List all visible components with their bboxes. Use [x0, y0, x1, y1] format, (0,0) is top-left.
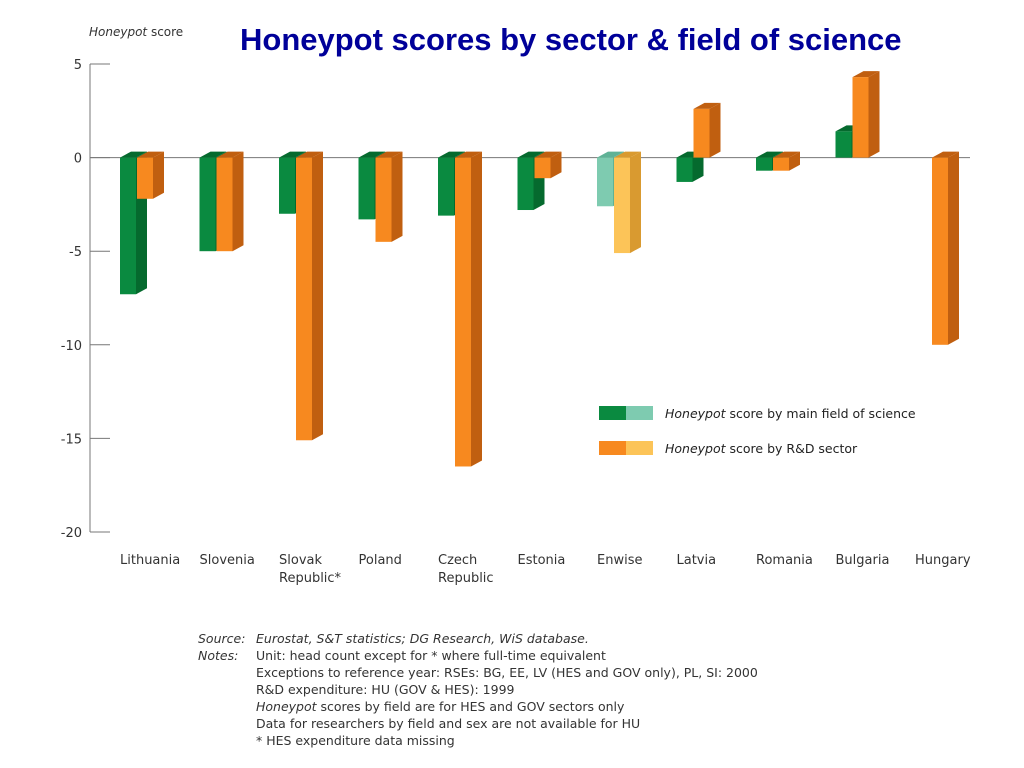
source-key: Source: [198, 631, 246, 646]
legend-label: Honeypot score by R&D sector [665, 441, 858, 456]
y-tick-label: 5 [74, 58, 82, 73]
y-tick-label: -15 [61, 432, 82, 447]
sector-bar-top [455, 151, 482, 158]
sector-bar-side [471, 151, 482, 467]
sector-bar-side [709, 102, 721, 158]
sector-bar-side [789, 151, 800, 171]
note-line-3: R&D expenditure: HU (GOV & HES): 1999 [256, 682, 515, 697]
sector-bar-top [773, 151, 800, 158]
sector-bar-top [852, 71, 880, 78]
sector-bar [932, 157, 948, 345]
sector-bar-side [232, 151, 244, 252]
sector-bar [137, 157, 153, 199]
field-bar [358, 157, 375, 220]
sector-bar-top [932, 151, 959, 158]
sector-bar-side [948, 151, 959, 345]
sector-bar [216, 157, 233, 252]
x-tick-label: Latvia [677, 553, 717, 568]
legend-swatch-light [626, 441, 653, 455]
field-bar [756, 157, 772, 171]
sector-bar [455, 157, 471, 467]
field-bar [676, 157, 693, 182]
field-bar [517, 157, 534, 211]
legend-label: Honeypot score by main field of science [665, 406, 916, 421]
legend-swatch [599, 406, 626, 420]
note-line-4-rest: scores by field are for HES and GOV sect… [316, 699, 625, 714]
sector-bar [614, 157, 630, 254]
sector-bar-side [391, 151, 403, 242]
sector-bar-top [296, 151, 323, 158]
note-line-1: Unit: head count except for * where full… [256, 648, 606, 663]
note-line-6: * HES expenditure data missing [256, 733, 455, 748]
sector-bar-side [153, 151, 164, 199]
x-tick-label: Slovenia [200, 553, 255, 568]
note-line-5: Data for researchers by field and sex ar… [256, 716, 641, 731]
field-bar [199, 157, 216, 252]
field-bar-top [597, 151, 624, 158]
sector-bar-side [312, 151, 323, 441]
sector-bar [693, 108, 710, 158]
field-bar-top [517, 151, 545, 158]
sector-bar-top [137, 151, 164, 158]
sector-bar-side [550, 151, 562, 179]
x-tick-label: Czech Republic [438, 553, 494, 586]
x-tick-label: Poland [359, 553, 402, 568]
note-line-4: Honeypot scores by field are for HES and… [256, 698, 758, 715]
sector-bar-top [614, 151, 641, 158]
sector-bar [773, 157, 789, 171]
sector-bar [375, 157, 392, 242]
y-tick-label: -20 [61, 526, 82, 541]
field-bar [438, 157, 454, 216]
x-tick-label: Bulgaria [836, 553, 890, 568]
sector-bar-top [375, 151, 403, 158]
field-bar-top [358, 151, 386, 158]
source-text: Eurostat, S&T statistics; DG Research, W… [256, 631, 589, 646]
sector-bar-top [534, 151, 562, 158]
slide-title: Honeypot scores by sector & field of sci… [240, 22, 902, 57]
field-bar [835, 131, 852, 158]
x-tick-label: Romania [756, 553, 813, 568]
y-axis-label: Honeypot score [89, 25, 183, 39]
honeypot-bar-chart: Honeypot score 5 0 -5 -10 -15 -20 Lithuania Slov… [61, 25, 971, 586]
field-bar-top [438, 151, 465, 158]
x-tick-label: Estonia [518, 553, 566, 568]
sector-bar-side [868, 71, 880, 158]
sector-bar [296, 157, 312, 441]
chart-notes: Source: Eurostat, S&T statistics; DG Res… [198, 630, 758, 749]
y-tick-label: -5 [69, 245, 82, 260]
field-bar [597, 157, 613, 207]
sector-bar [534, 157, 551, 179]
field-bar-top [279, 151, 306, 158]
note-line-2: Exceptions to reference year: RSEs: BG, … [256, 665, 758, 680]
field-bar-side [692, 151, 704, 182]
x-tick-label: Lithuania [120, 553, 180, 568]
sector-bar-top [693, 102, 721, 109]
y-tick-label: 0 [74, 152, 82, 167]
notes-key: Notes: [198, 648, 239, 663]
field-bar-top [199, 151, 227, 158]
notes-row: Notes: Unit: head count except for * whe… [198, 647, 758, 749]
source-row: Source: Eurostat, S&T statistics; DG Res… [198, 630, 758, 647]
sector-bar-side [630, 151, 641, 254]
sector-bar [852, 77, 869, 158]
legend-swatch-light [626, 406, 653, 420]
x-tick-label: Slovak Republic* [279, 553, 342, 586]
field-bar [279, 157, 295, 214]
legend-swatch [599, 441, 626, 455]
field-bar-top [756, 151, 783, 158]
y-tick-label: -10 [61, 339, 82, 354]
x-tick-label: Enwise [597, 553, 642, 568]
field-bar-top [120, 151, 147, 158]
sector-bar-top [216, 151, 244, 158]
field-bar [120, 157, 136, 295]
note-line-4-italic: Honeypot [256, 699, 317, 714]
x-tick-label: Hungary [915, 553, 971, 568]
